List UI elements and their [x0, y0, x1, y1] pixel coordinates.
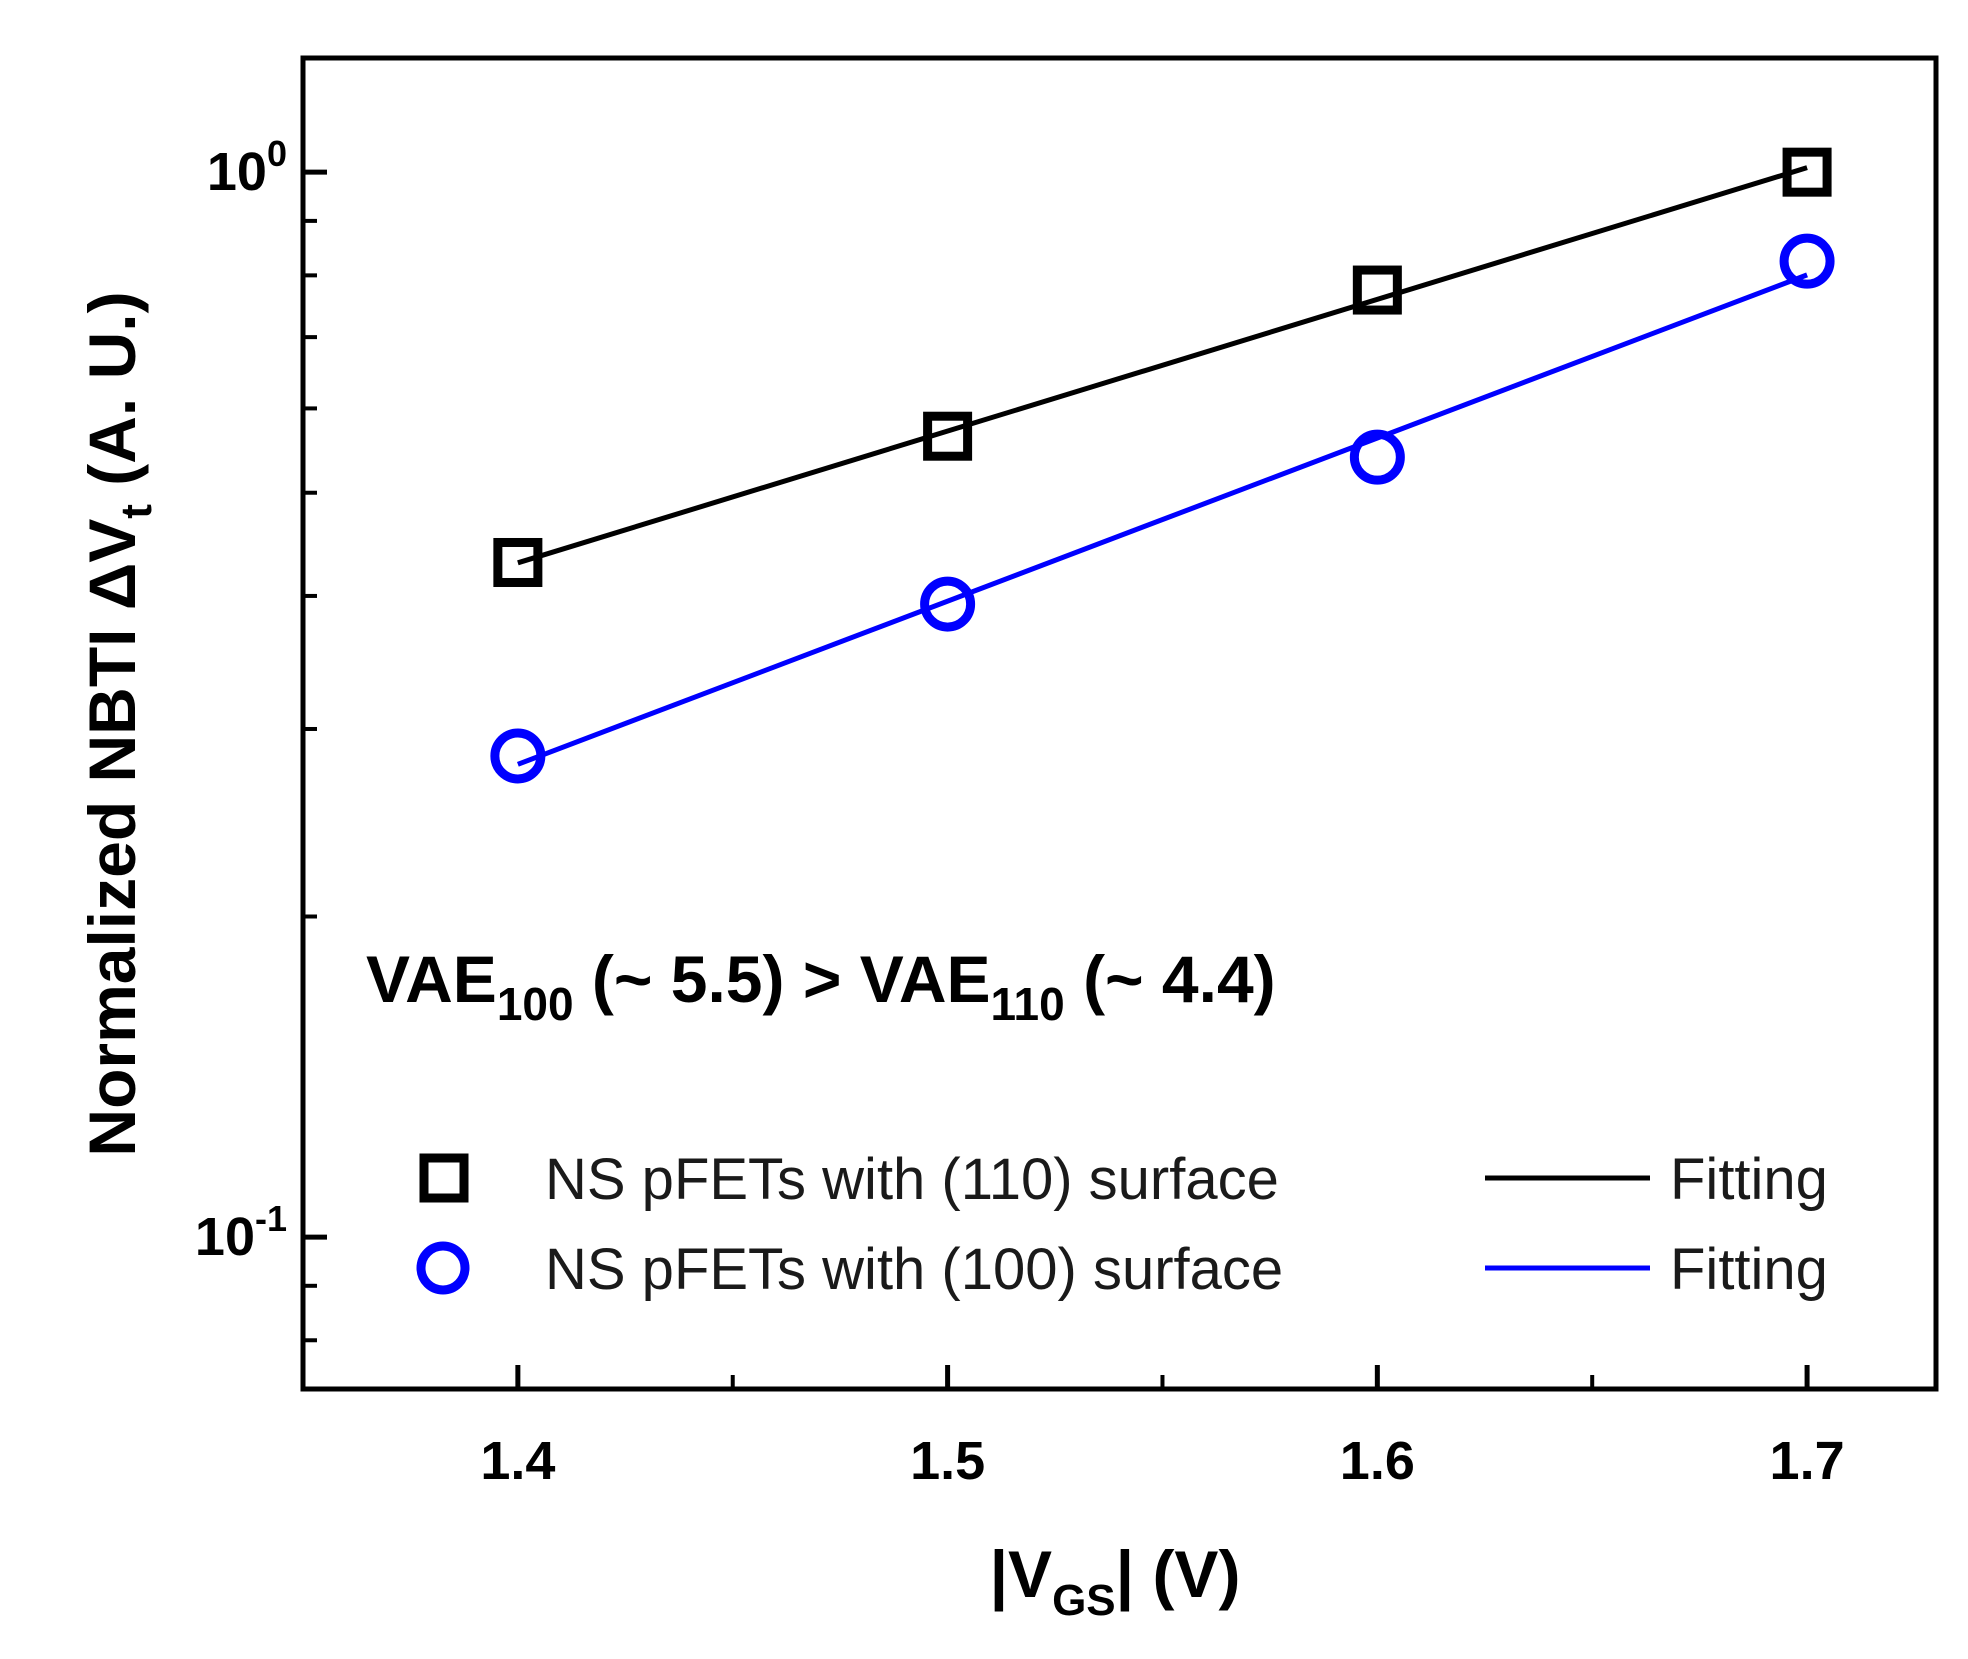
- data-point-110: [493, 537, 543, 587]
- legend: NS pFETs with (110) surface Fitting NS p…: [416, 1147, 1828, 1302]
- data-point-100: [490, 728, 546, 784]
- legend-circle-marker: [416, 1241, 470, 1295]
- legend-fit-label-110: Fitting: [1670, 1147, 1828, 1212]
- data-point-110: [923, 411, 973, 461]
- data-point-100: [1349, 429, 1405, 485]
- legend-square-marker: [419, 1153, 469, 1203]
- data-point-110: [1782, 147, 1832, 197]
- legend-label-110: NS pFETs with (110) surface: [545, 1147, 1279, 1212]
- x-axis-ticks: 1.4 1.5 1.6 1.7: [301, 1365, 1845, 1491]
- data-markers: [490, 147, 1835, 784]
- x-tick-label: 1.6: [1340, 1431, 1415, 1491]
- x-tick-label: 1.7: [1770, 1431, 1845, 1491]
- y-axis-title: Normalized NBTI ΔVt (A. U.): [75, 291, 161, 1156]
- y-tick-label: 10-1: [195, 1198, 287, 1267]
- x-tick-label: 1.5: [910, 1431, 985, 1491]
- data-point-110: [1352, 265, 1402, 315]
- x-tick-label: 1.4: [480, 1431, 555, 1491]
- y-axis-title-subscript: t: [112, 504, 161, 519]
- fit-lines: [516, 165, 1808, 767]
- x-axis-title: |VGS| (V): [990, 1537, 1241, 1625]
- legend-label-100: NS pFETs with (100) surface: [545, 1237, 1283, 1302]
- y-tick-label: 100: [207, 133, 287, 202]
- data-point-100: [920, 576, 976, 632]
- legend-fit-label-100: Fitting: [1670, 1237, 1828, 1302]
- x-axis-title-subscript: GS: [1052, 1576, 1116, 1625]
- data-point-100: [1779, 233, 1835, 289]
- fit-line-110: [517, 165, 1808, 566]
- y-axis-ticks: 100 10-1: [195, 133, 327, 1343]
- fit-line-100: [516, 272, 1808, 767]
- vae-annotation: VAE100 (~ 5.5) > VAE110 (~ 4.4): [366, 942, 1276, 1030]
- plot-frame: [300, 55, 1939, 1392]
